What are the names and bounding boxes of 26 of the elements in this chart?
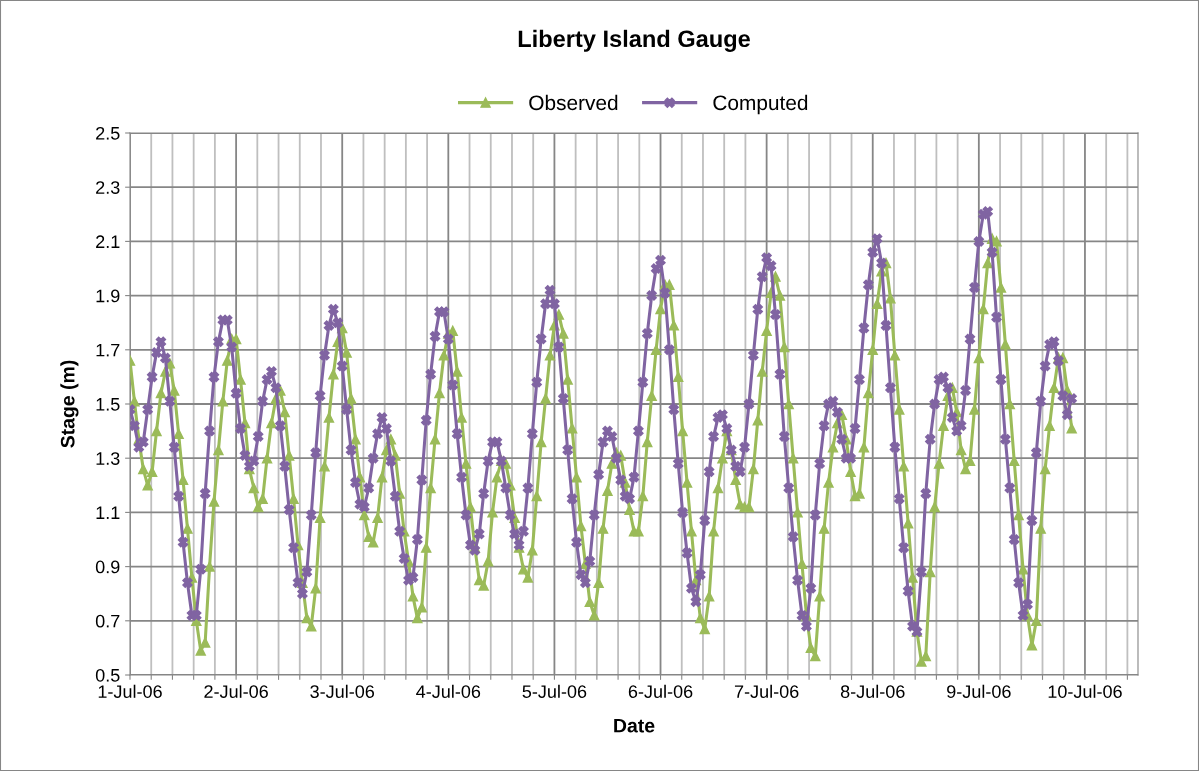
x-tick-label: 6-Jul-06: [628, 684, 693, 698]
x-axis-title: Date: [614, 718, 655, 733]
y-tick-label: 1.3: [96, 452, 120, 465]
x-tick-label: 9-Jul-06: [947, 684, 1011, 698]
y-axis-title: Stage (m): [60, 360, 79, 448]
x-tick-label: 4-Jul-06: [416, 684, 481, 698]
y-tick-label: 2.5: [96, 126, 120, 140]
y-tick-label: 1.5: [96, 398, 120, 411]
y-tick-label: 2.3: [96, 181, 120, 194]
x-tick-label: 1-Jul-06: [98, 684, 162, 698]
y-tick-label: 0.7: [95, 614, 120, 628]
x-tick-label: 7-Jul-06: [734, 684, 799, 698]
y-tick-label: 0.5: [95, 668, 120, 682]
legend-label: Computed: [713, 94, 808, 115]
x-tick-label: 10-Jul-06: [1048, 684, 1122, 698]
y-tick-label: 0.9: [95, 560, 120, 574]
y-tick-label: 1.7: [96, 343, 120, 357]
x-tick-label: 2-Jul-06: [204, 684, 268, 698]
x-tick-label: 3-Jul-06: [310, 684, 375, 698]
y-tick-label: 1.9: [96, 289, 120, 303]
x-tick-label: 5-Jul-06: [522, 684, 587, 698]
x-tick-label: 8-Jul-06: [840, 684, 905, 698]
y-tick-label: 1.1: [96, 506, 120, 519]
chart-title: Liberty Island Gauge: [518, 29, 750, 52]
y-tick-label: 2.1: [96, 235, 120, 248]
legend-label: Observed: [529, 94, 618, 111]
